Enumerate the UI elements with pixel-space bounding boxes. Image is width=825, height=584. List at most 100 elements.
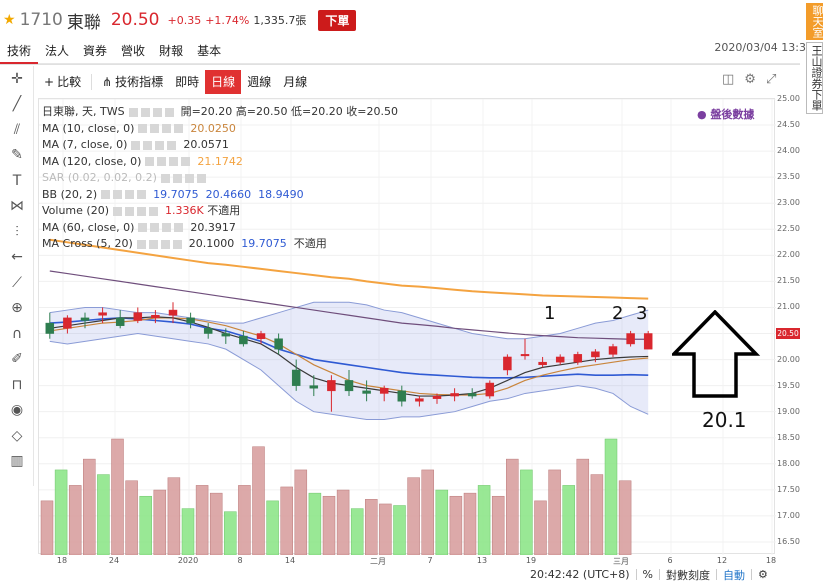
after-hours-label: 盤後數據 (710, 108, 755, 121)
chart-toolbar: + 比較 ⋔ 技術指標 即時 日線 週線 月線 (38, 70, 313, 94)
auto-scale-toggle[interactable]: 自動 (722, 568, 745, 582)
candle-body (203, 328, 213, 334)
status-bar: 20:42:42 (UTC+8) % 對數刻度 自動 ⚙ (530, 567, 800, 582)
lock-draw-icon[interactable]: ✐ (11, 351, 23, 368)
compare-button[interactable]: + 比較 (38, 70, 87, 94)
intraday-button[interactable]: 即時 (175, 75, 200, 89)
monthly-button[interactable]: 月線 (283, 75, 308, 89)
chart-right-icons: ◫ ⚙ ⤢ (722, 72, 776, 87)
volume-bar (604, 438, 618, 556)
candle-body (591, 351, 600, 358)
trash-icon[interactable]: ▥ (10, 453, 24, 470)
tab-3[interactable]: 營收 (121, 43, 146, 58)
price-change-pct: +1.74% (205, 13, 250, 27)
drawing-toolbar: ✛ ╱ ⫽ ✎ T ⋈ ⫶ ← ⟋ ⊕ ∩ ✐ ⊓ ◉ ◇ ▥ (0, 66, 34, 486)
macross-signal: 不適用 (293, 237, 327, 250)
macross-label: MA Cross (5, 20) (42, 237, 133, 250)
ruler-icon[interactable]: ⟋ (12, 274, 22, 291)
legend-controls[interactable] (160, 173, 209, 183)
volume-ma: 不適用 (207, 204, 241, 217)
tab-4[interactable]: 財報 (159, 43, 184, 58)
broker-order-button[interactable]: 王山證券下單 (806, 42, 823, 114)
order-button[interactable]: 下單 (318, 9, 357, 31)
volume-bar (83, 458, 96, 556)
volume-bar (393, 505, 406, 556)
candle-body (608, 346, 618, 355)
tab-0[interactable]: 技術 (0, 40, 39, 64)
percent-scale-toggle[interactable]: % (642, 568, 653, 581)
legend-controls[interactable] (138, 124, 187, 134)
favorite-star-icon[interactable]: ★ (3, 12, 16, 28)
up-arrow-annotation (672, 310, 761, 398)
candle-body (98, 312, 107, 316)
trendline-icon[interactable]: ╱ (12, 96, 22, 113)
legend-controls[interactable] (136, 239, 185, 249)
legend-controls[interactable] (145, 157, 194, 167)
ma10-label: MA (10, close, 0) (42, 121, 135, 135)
crosshair-icon[interactable]: ✛ (11, 70, 23, 87)
legend-ma7: MA (7, close, 0) 20.0571 (42, 137, 398, 154)
weekly-button[interactable]: 週線 (247, 75, 272, 89)
legend-controls[interactable] (128, 107, 177, 117)
brush-icon[interactable]: ✎ (11, 147, 23, 164)
date-axis[interactable]: 18 24 2020 8 14 二月 7 13 19 三月 6 12 18 (38, 554, 777, 568)
legend-volume: Volume (20) 1.336K 不適用 (42, 203, 398, 220)
volume-bar (365, 499, 378, 556)
daily-button[interactable]: 日線 (205, 70, 242, 94)
zoom-in-icon[interactable]: ⊕ (11, 300, 23, 317)
volume-bar (520, 469, 533, 556)
legend-controls[interactable] (101, 190, 150, 200)
annotation-2: 2 (612, 303, 624, 324)
candle-body (327, 380, 336, 392)
price-chart[interactable] (38, 98, 776, 556)
candle-body (485, 382, 495, 397)
price-axis[interactable]: 25.00 24.50 24.00 23.50 23.00 22.50 22.00 21.50… (775, 94, 800, 554)
stock-code: 1710 (19, 10, 63, 30)
candle-body (80, 317, 90, 321)
tab-5[interactable]: 基本 (197, 43, 222, 58)
layers-icon[interactable]: ◇ (11, 427, 23, 444)
volume-bar (336, 489, 350, 556)
legend-sar: SAR (0.02, 0.02, 0.2) (42, 170, 398, 187)
fullscreen-icon[interactable]: ⤢ (765, 72, 777, 87)
tab-2[interactable]: 資券 (83, 43, 108, 58)
volume-bar (322, 495, 336, 556)
x-tick: 18 (765, 556, 777, 565)
volume-bar (562, 485, 575, 556)
after-hours-link[interactable]: ● 盤後數據 (697, 108, 755, 121)
last-price: 20.50 (110, 10, 160, 30)
volume-bar (181, 508, 195, 556)
legend-controls[interactable] (138, 223, 187, 233)
indicators-button[interactable]: ⋔ 技術指標 (96, 70, 169, 94)
settings-gear-icon[interactable]: ⚙ (744, 72, 756, 87)
y-tick: 24.50 (777, 120, 800, 130)
volume-bar (195, 485, 209, 556)
fib-tool-icon[interactable]: ⫽ (13, 121, 21, 138)
legend-controls[interactable] (131, 140, 180, 150)
y-tick: 21.00 (777, 302, 800, 312)
camera-icon[interactable]: ◫ (722, 72, 735, 87)
chatroom-button[interactable]: 聊天室 (806, 3, 824, 40)
tab-1[interactable]: 法人 (45, 43, 70, 58)
candle-body (344, 380, 354, 392)
y-tick: 17.00 (777, 510, 800, 520)
volume-bar (294, 469, 308, 556)
log-scale-toggle[interactable]: 對數刻度 (665, 568, 710, 582)
text-tool-icon[interactable]: T (12, 172, 22, 189)
status-divider (635, 569, 637, 580)
y-tick: 18.00 (777, 458, 800, 468)
candle-body (239, 335, 248, 345)
eye-icon[interactable]: ◉ (10, 402, 24, 419)
x-tick: 2020 (177, 556, 199, 565)
volume-bar (491, 495, 505, 556)
volume-bar (167, 477, 181, 556)
unlock-icon[interactable]: ⊓ (11, 376, 23, 393)
measure-icon[interactable]: ⫶ (15, 223, 19, 240)
x-tick: 13 (476, 556, 488, 565)
status-gear-icon[interactable]: ⚙ (757, 568, 768, 581)
back-arrow-icon[interactable]: ← (11, 249, 23, 266)
candle-body (520, 354, 530, 357)
magnet-icon[interactable]: ∩ (11, 325, 23, 342)
legend-controls[interactable] (113, 206, 161, 216)
pattern-icon[interactable]: ⋈ (10, 198, 24, 215)
